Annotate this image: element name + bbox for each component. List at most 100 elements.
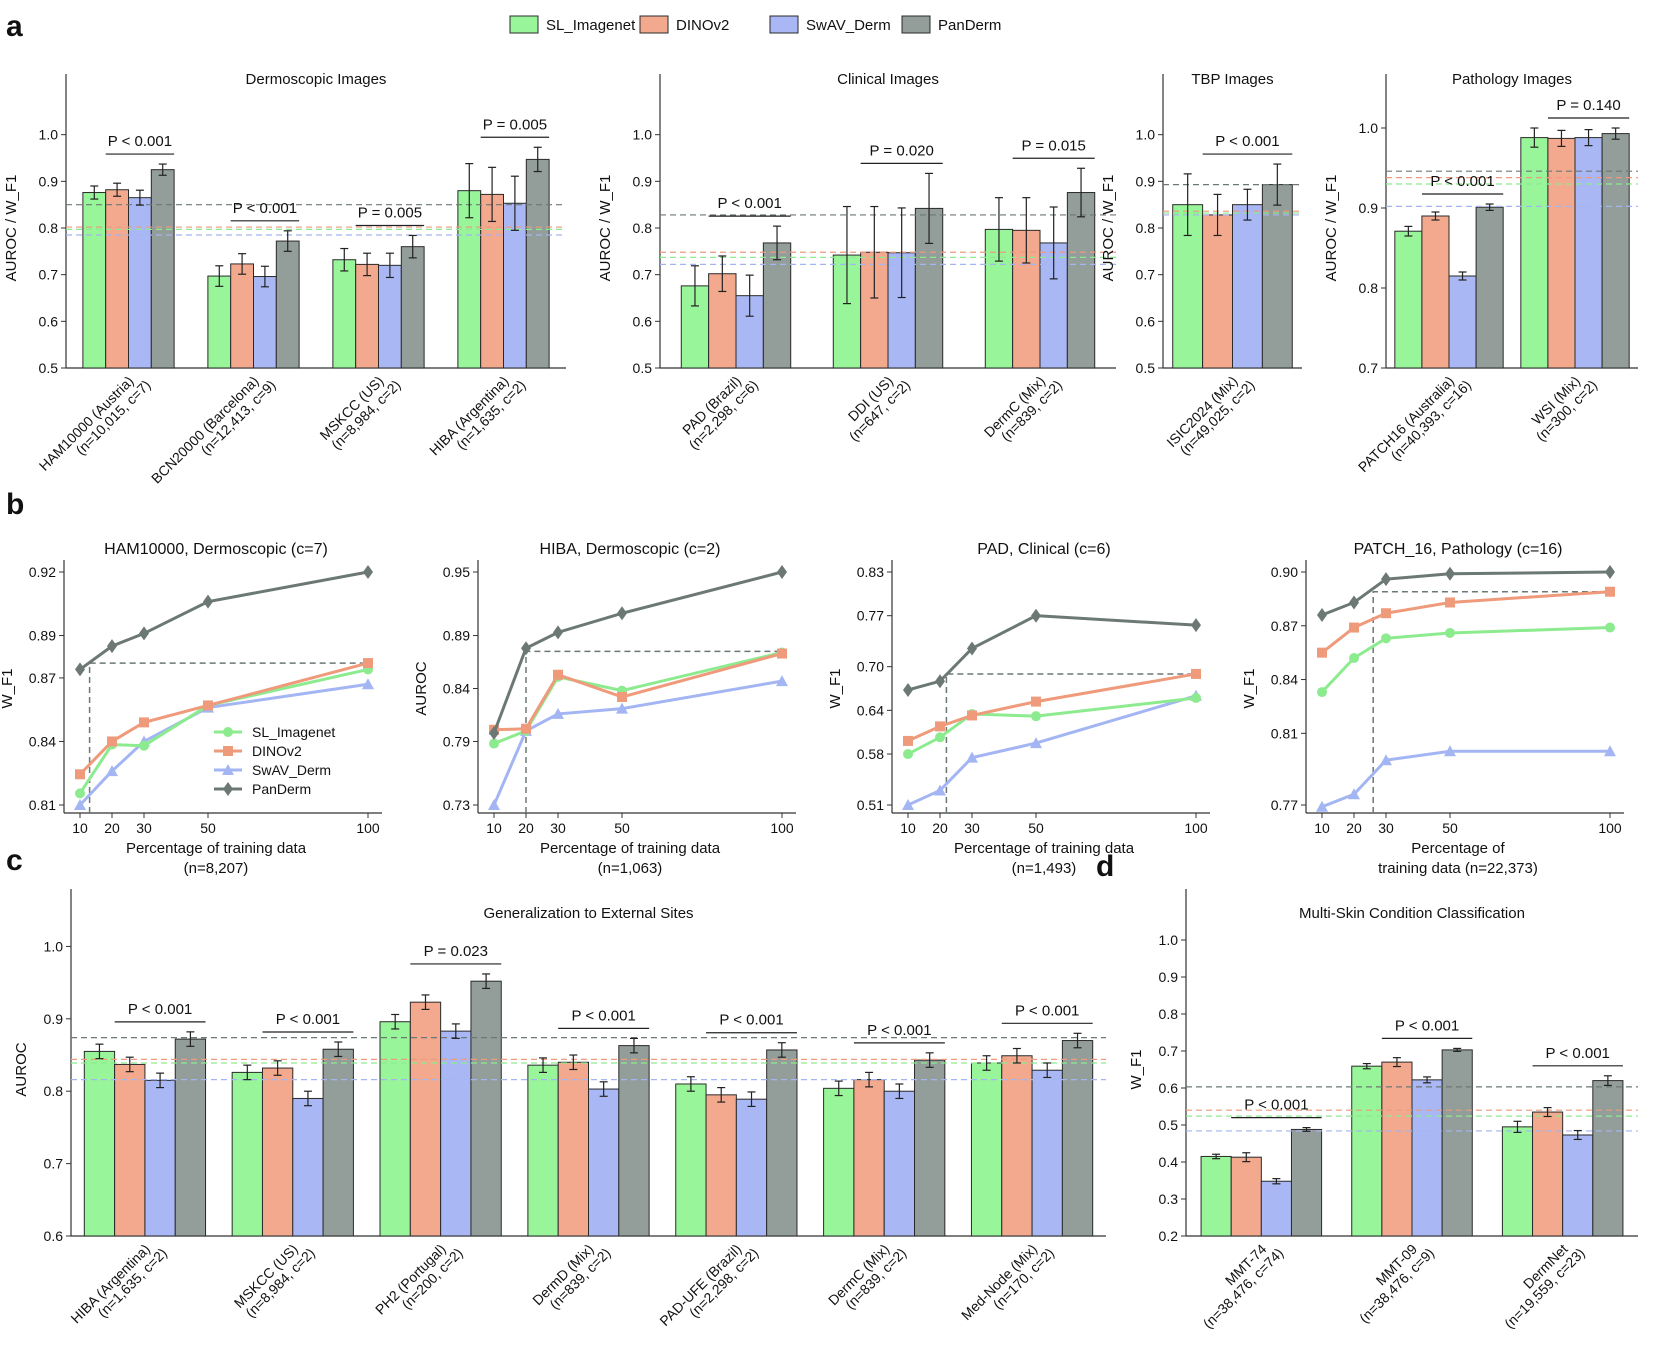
- bar-SL_Imagenet: [675, 1083, 707, 1237]
- y-tick-label: 0.9: [1159, 969, 1179, 985]
- y-tick-label: 1.0: [39, 127, 59, 143]
- y-tick-label: 0.64: [857, 702, 884, 718]
- legend-swatch-PanDerm: [901, 15, 931, 34]
- p-value-label: P < 0.001: [1244, 1097, 1308, 1114]
- x-axis-label-sub: (n=1,063): [598, 860, 663, 877]
- series-line-SwAV_Derm: [492, 679, 783, 806]
- bar-PanDerm: [914, 1059, 946, 1237]
- bar-PanDerm: [1592, 1080, 1624, 1237]
- y-tick-label: 0.3: [1159, 1191, 1179, 1207]
- point-DINOv2: [1317, 647, 1327, 658]
- y-tick-label: 0.5: [1136, 360, 1156, 376]
- point-SL_Imagenet: [489, 738, 499, 749]
- y-tick-label: 0.7: [39, 267, 59, 283]
- y-tick-label: 0.5: [633, 360, 653, 376]
- x-axis-label: Percentage of training data: [540, 840, 721, 857]
- series-line-DINOv2: [493, 652, 783, 732]
- y-tick-label: 0.87: [29, 670, 56, 686]
- bar-PanDerm: [762, 242, 792, 369]
- series-line-PanDerm: [907, 614, 1197, 692]
- y-tick-label: 0.8: [39, 220, 59, 236]
- bar-SL_Imagenet: [332, 259, 357, 369]
- x-tick-label: 50: [200, 820, 216, 836]
- bar-DINOv2: [105, 189, 129, 369]
- p-value-label: P < 0.001: [1430, 173, 1494, 190]
- bar-DINOv2: [557, 1061, 589, 1237]
- x-tick-label: 100: [1184, 820, 1208, 836]
- bar-PanDerm: [1441, 1049, 1473, 1237]
- y-tick-label: 0.8: [1159, 1006, 1179, 1022]
- y-axis-label: AUROC: [13, 1042, 30, 1096]
- legend-swatch-DINOv2: [639, 15, 669, 34]
- y-tick-label: 0.73: [443, 797, 470, 813]
- bar-SwAV_Derm: [1411, 1079, 1443, 1237]
- bar-PanDerm: [1290, 1128, 1323, 1237]
- y-tick-label: 0.79: [443, 733, 470, 749]
- bar-SL_Imagenet: [1501, 1126, 1534, 1237]
- point-PanDerm: [553, 625, 563, 640]
- bar-SwAV_Derm: [292, 1097, 324, 1237]
- bar-DINOv2: [1547, 137, 1576, 369]
- bar-SL_Imagenet: [1520, 137, 1549, 369]
- bar-PanDerm: [1475, 206, 1504, 369]
- chart-title: HIBA, Dermoscopic (c=2): [540, 541, 721, 558]
- point-SL_Imagenet: [1191, 692, 1201, 703]
- bar-DINOv2: [230, 263, 254, 369]
- bar-DINOv2: [355, 263, 379, 369]
- bar-SwAV_Derm: [440, 1030, 472, 1237]
- y-tick-label: 0.9: [44, 1011, 64, 1027]
- point-SwAV_Derm: [902, 799, 914, 810]
- y-tick-label: 0.84: [1271, 672, 1298, 688]
- point-SwAV_Derm: [1604, 745, 1616, 757]
- x-tick-label: 20: [518, 820, 534, 836]
- p-value-label: P < 0.001: [1546, 1045, 1610, 1062]
- y-tick-label: 0.9: [1136, 173, 1156, 189]
- y-axis-label: AUROC / W_F1: [1100, 175, 1117, 282]
- legend-label-DINOv2: DINOv2: [676, 17, 729, 34]
- x-tick-label: 20: [104, 820, 120, 836]
- series-line-DINOv2: [1321, 590, 1611, 654]
- legend-swatch-SL_Imagenet: [509, 15, 539, 34]
- line-legend-label-SL_Imagenet: SL_Imagenet: [252, 724, 335, 740]
- point-SwAV_Derm: [1380, 754, 1392, 766]
- bar-DINOv2: [1421, 215, 1450, 369]
- p-value-label: P = 0.005: [483, 116, 547, 133]
- p-value-label: P = 0.005: [358, 204, 422, 221]
- y-tick-label: 0.70: [857, 659, 884, 675]
- legend-label-PanDerm: PanDerm: [938, 17, 1001, 34]
- point-SL_Imagenet: [1605, 622, 1615, 633]
- point-PanDerm: [139, 626, 149, 641]
- p-value-label: P < 0.001: [276, 1011, 340, 1028]
- bar-PanDerm: [470, 980, 502, 1237]
- y-tick-label: 0.8: [1136, 220, 1156, 236]
- point-PanDerm: [903, 682, 913, 697]
- y-tick-label: 0.7: [633, 267, 653, 283]
- point-PanDerm: [1445, 566, 1455, 581]
- guide-line: [945, 673, 1196, 813]
- bar-DINOv2: [114, 1063, 146, 1237]
- x-axis-label-sub: (n=8,207): [184, 860, 249, 877]
- y-tick-label: 0.7: [1359, 360, 1379, 376]
- y-tick-label: 0.8: [44, 1083, 64, 1099]
- legend-label-SL_Imagenet: SL_Imagenet: [546, 17, 636, 34]
- point-PanDerm: [1349, 595, 1359, 610]
- point-DINOv2: [903, 735, 913, 746]
- category-label: HAM10000 (Austria): [36, 373, 137, 474]
- point-SL_Imagenet: [1381, 633, 1391, 644]
- line-legend-marker-DINOv2: [223, 746, 233, 756]
- point-PanDerm: [1191, 618, 1201, 633]
- bar-SwAV_Derm: [883, 1090, 916, 1237]
- bar-SL_Imagenet: [527, 1064, 559, 1237]
- y-tick-label: 0.77: [1271, 797, 1298, 813]
- x-tick-label: 10: [1314, 820, 1330, 836]
- y-tick-label: 0.84: [443, 681, 470, 697]
- p-value-label: P < 0.001: [233, 200, 297, 217]
- point-SwAV_Derm: [362, 678, 374, 690]
- line-legend-label-SwAV_Derm: SwAV_Derm: [252, 762, 331, 778]
- x-tick-label: 100: [770, 820, 794, 836]
- point-SwAV_Derm: [1348, 788, 1360, 800]
- point-SL_Imagenet: [903, 749, 913, 760]
- bar-SL_Imagenet: [83, 1050, 116, 1237]
- series-line-SwAV_Derm: [1321, 749, 1610, 809]
- p-value-label: P < 0.001: [719, 1012, 783, 1029]
